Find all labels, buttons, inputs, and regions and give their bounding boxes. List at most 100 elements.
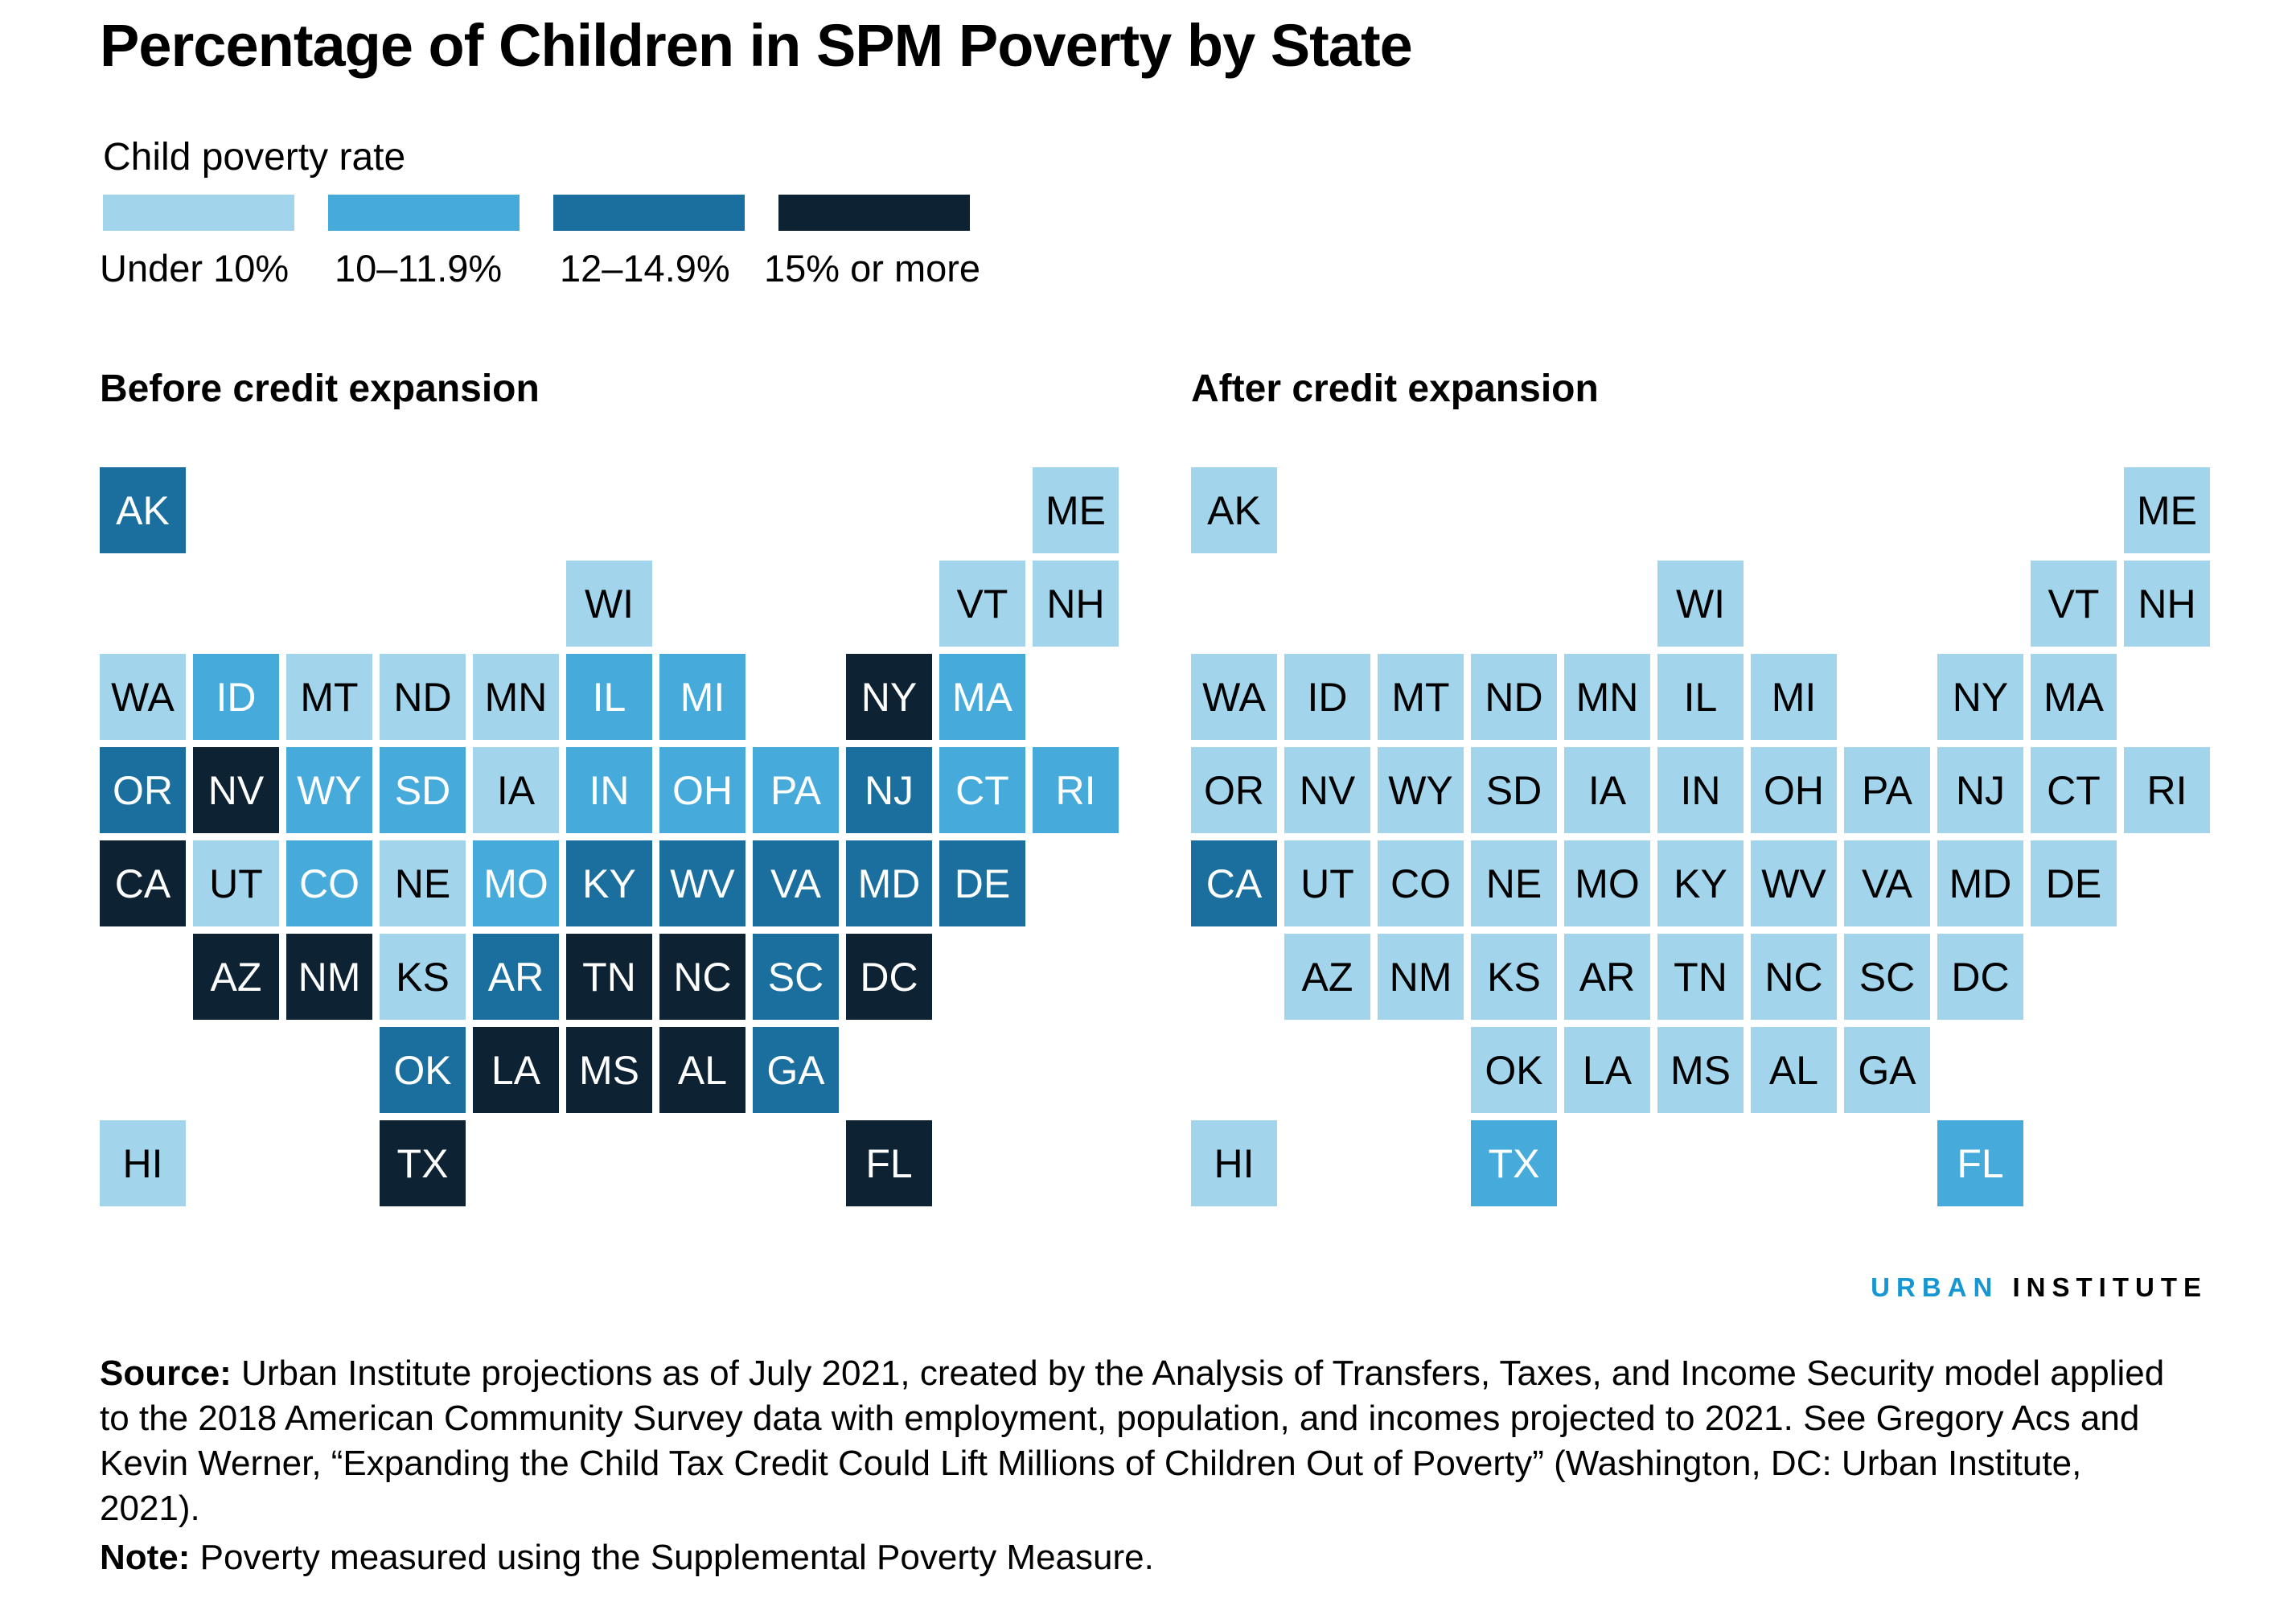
legend-label: 12–14.9% <box>560 247 730 290</box>
state-tile-wv: WV <box>1751 840 1837 926</box>
state-tile-sc: SC <box>753 934 839 1020</box>
note-text: Poverty measured using the Supplemental … <box>190 1538 1154 1577</box>
state-tile-dc: DC <box>846 934 932 1020</box>
state-tile-wa: WA <box>100 654 186 740</box>
state-tile-de: DE <box>939 840 1025 926</box>
state-tile-in: IN <box>566 747 652 833</box>
chart-title: Percentage of Children in SPM Poverty by… <box>100 12 1413 79</box>
state-tile-co: CO <box>286 840 372 926</box>
state-tile-tx: TX <box>1471 1120 1557 1206</box>
state-tile-wi: WI <box>566 561 652 647</box>
state-tile-nd: ND <box>380 654 466 740</box>
state-tile-sd: SD <box>380 747 466 833</box>
state-tile-hi: HI <box>100 1120 186 1206</box>
state-tile-ky: KY <box>1657 840 1744 926</box>
state-tile-wy: WY <box>1378 747 1464 833</box>
state-tile-md: MD <box>1937 840 2023 926</box>
state-tile-ks: KS <box>380 934 466 1020</box>
legend-swatch <box>553 195 745 231</box>
logo-part1: URBAN <box>1871 1272 1999 1302</box>
state-tile-va: VA <box>753 840 839 926</box>
state-tile-nm: NM <box>286 934 372 1020</box>
state-tile-sd: SD <box>1471 747 1557 833</box>
state-tile-nv: NV <box>193 747 279 833</box>
state-tile-ia: IA <box>1564 747 1650 833</box>
source-label: Source: <box>100 1354 232 1393</box>
state-tile-ri: RI <box>2124 747 2210 833</box>
state-tile-pa: PA <box>1844 747 1930 833</box>
state-tile-ma: MA <box>2031 654 2117 740</box>
state-tile-me: ME <box>1033 467 1119 553</box>
logo-part2: INSTITUTE <box>2012 1272 2208 1302</box>
state-tile-ca: CA <box>1191 840 1277 926</box>
state-tile-az: AZ <box>193 934 279 1020</box>
state-tile-tn: TN <box>566 934 652 1020</box>
state-tile-nc: NC <box>1751 934 1837 1020</box>
state-tile-ok: OK <box>380 1027 466 1113</box>
state-tile-ms: MS <box>1657 1027 1744 1113</box>
legend-swatch <box>328 195 520 231</box>
state-tile-ar: AR <box>1564 934 1650 1020</box>
state-tile-oh: OH <box>659 747 745 833</box>
state-tile-az: AZ <box>1284 934 1370 1020</box>
state-tile-vt: VT <box>939 561 1025 647</box>
state-tile-id: ID <box>1284 654 1370 740</box>
before-map-title: Before credit expansion <box>100 368 540 410</box>
state-tile-ks: KS <box>1471 934 1557 1020</box>
state-tile-ms: MS <box>566 1027 652 1113</box>
state-tile-la: LA <box>1564 1027 1650 1113</box>
state-tile-mi: MI <box>1751 654 1837 740</box>
urban-institute-logo: URBAN INSTITUTE <box>1871 1272 2208 1303</box>
state-tile-ut: UT <box>193 840 279 926</box>
state-tile-mt: MT <box>286 654 372 740</box>
state-tile-mo: MO <box>473 840 559 926</box>
state-tile-id: ID <box>193 654 279 740</box>
state-tile-sc: SC <box>1844 934 1930 1020</box>
state-tile-in: IN <box>1657 747 1744 833</box>
state-tile-ma: MA <box>939 654 1025 740</box>
state-tile-ar: AR <box>473 934 559 1020</box>
state-tile-de: DE <box>2031 840 2117 926</box>
state-tile-al: AL <box>659 1027 745 1113</box>
state-tile-la: LA <box>473 1027 559 1113</box>
state-tile-fl: FL <box>846 1120 932 1206</box>
state-tile-mt: MT <box>1378 654 1464 740</box>
state-tile-mi: MI <box>659 654 745 740</box>
state-tile-nj: NJ <box>1937 747 2023 833</box>
state-tile-me: ME <box>2124 467 2210 553</box>
state-tile-wi: WI <box>1657 561 1744 647</box>
state-tile-vt: VT <box>2031 561 2117 647</box>
source-note: Source: Urban Institute projections as o… <box>100 1351 2191 1531</box>
state-tile-ne: NE <box>380 840 466 926</box>
state-tile-ne: NE <box>1471 840 1557 926</box>
state-tile-mn: MN <box>473 654 559 740</box>
state-tile-ct: CT <box>939 747 1025 833</box>
legend-swatch <box>778 195 970 231</box>
state-tile-nv: NV <box>1284 747 1370 833</box>
state-tile-nh: NH <box>1033 561 1119 647</box>
note: Note: Poverty measured using the Supplem… <box>100 1538 1154 1578</box>
legend-title: Child poverty rate <box>103 136 406 179</box>
state-tile-mo: MO <box>1564 840 1650 926</box>
source-text: Urban Institute projections as of July 2… <box>100 1354 2165 1528</box>
state-tile-pa: PA <box>753 747 839 833</box>
state-tile-ak: AK <box>1191 467 1277 553</box>
state-tile-nd: ND <box>1471 654 1557 740</box>
state-tile-oh: OH <box>1751 747 1837 833</box>
state-tile-dc: DC <box>1937 934 2023 1020</box>
state-tile-ia: IA <box>473 747 559 833</box>
state-tile-al: AL <box>1751 1027 1837 1113</box>
state-tile-or: OR <box>100 747 186 833</box>
state-tile-ny: NY <box>1937 654 2023 740</box>
state-tile-ok: OK <box>1471 1027 1557 1113</box>
state-tile-il: IL <box>566 654 652 740</box>
state-tile-ak: AK <box>100 467 186 553</box>
state-tile-nj: NJ <box>846 747 932 833</box>
state-tile-ut: UT <box>1284 840 1370 926</box>
state-tile-wv: WV <box>659 840 745 926</box>
note-label: Note: <box>100 1538 191 1577</box>
state-tile-ga: GA <box>753 1027 839 1113</box>
state-tile-or: OR <box>1191 747 1277 833</box>
state-tile-ky: KY <box>566 840 652 926</box>
